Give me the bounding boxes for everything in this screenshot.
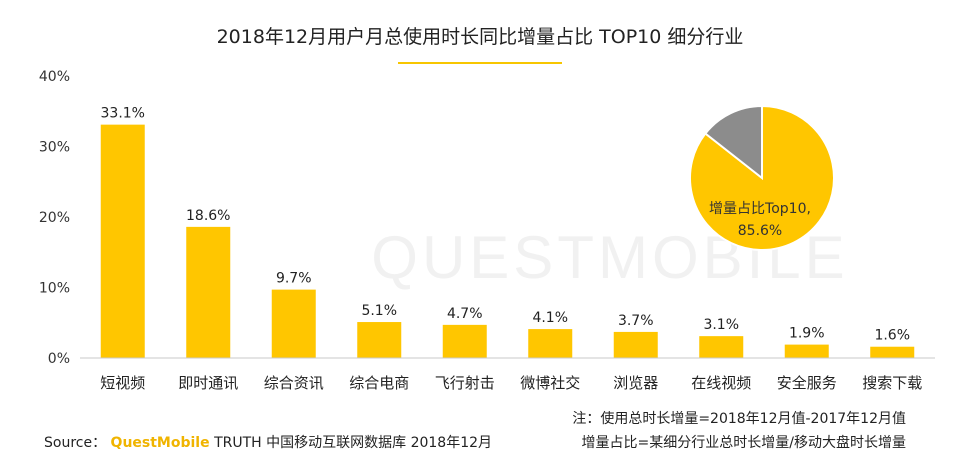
pie-label-line-1: 增量占比Top10, [709,201,811,217]
bar [613,331,658,358]
chart-title: 2018年12月用户月总使用时长同比增量占比 TOP10 细分行业 [216,26,744,48]
x-tick-label: 即时通讯 [178,374,238,392]
bar [271,289,316,358]
bar [186,226,231,358]
x-tick-label: 安全服务 [777,374,837,392]
y-tick-label: 40% [39,69,70,85]
bar-value-label: 4.7% [447,306,483,322]
source-brand: QuestMobile [110,435,210,451]
bar-value-label: 1.6% [874,328,910,344]
y-tick-label: 30% [39,140,70,156]
source-rest: TRUTH 中国移动互联网数据库 2018年12月 [214,435,493,451]
bar [442,324,487,358]
pie-slice-other [703,104,763,181]
x-tick-label: 微博社交 [520,374,580,392]
x-tick-label: 综合资讯 [264,374,324,392]
bar-value-label: 9.7% [276,271,312,287]
title-underline [398,62,562,64]
bar [784,344,829,358]
bar [357,322,402,358]
y-tick-label: 10% [39,281,70,297]
x-tick-label: 飞行射击 [435,374,495,392]
source-prefix: Source： [44,435,107,451]
bar-value-label: 3.7% [618,313,654,329]
bar [528,329,573,358]
bar [100,124,145,359]
x-tick-label: 搜索下载 [862,374,922,392]
bar-value-label: 4.1% [532,310,568,326]
note-line-1: 注：使用总时长增量=2018年12月值-2017年12月值 [572,411,906,427]
x-tick-label: 在线视频 [691,374,751,392]
x-tick-label: 综合电商 [349,374,409,392]
y-tick-label: 20% [39,210,70,226]
y-axis: 0% 10% 20% 30% 40% [39,69,70,367]
note-line-2: 增量占比=某细分行业总时长增量/移动大盘时长增量 [581,435,906,451]
x-tick-label: 浏览器 [613,374,658,392]
source-line: Source： QuestMobile TRUTH 中国移动互联网数据库 201… [44,432,492,452]
pie-chart: 增量占比Top10, 85.6% [689,104,835,251]
bar-value-label: 1.9% [789,326,825,342]
pie-label-line-2: 85.6% [738,223,782,239]
y-tick-label: 0% [48,351,70,367]
bar [699,336,744,358]
bar-value-label: 33.1% [101,106,145,122]
x-tick-label: 短视频 [100,374,145,392]
bars: 33.1% 短视频 18.6% 即时通讯 9.7% 综合资讯 5.1% 综合电商 4.7% 飞行射… [100,106,922,392]
bar-value-label: 5.1% [361,303,397,319]
bar-value-label: 3.1% [703,317,739,333]
bar [870,346,915,358]
bar-value-label: 18.6% [186,208,230,224]
